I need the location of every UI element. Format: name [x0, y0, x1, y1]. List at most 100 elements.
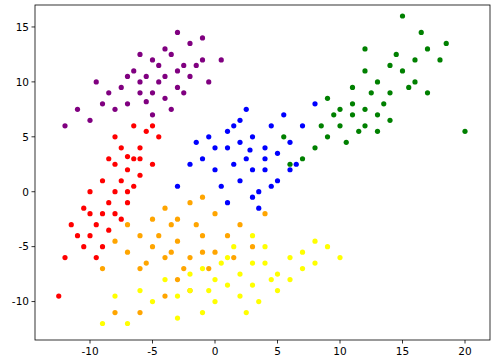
point	[81, 244, 86, 249]
point	[237, 293, 242, 298]
point	[137, 288, 142, 293]
point	[350, 112, 355, 117]
point	[262, 145, 267, 150]
y-tick-label: -5	[19, 240, 29, 252]
point	[112, 293, 117, 298]
point	[112, 134, 117, 139]
point	[206, 266, 211, 271]
point	[237, 222, 242, 227]
point	[350, 101, 355, 106]
point	[231, 244, 236, 249]
point	[444, 41, 449, 46]
point	[100, 266, 105, 271]
point	[119, 178, 124, 183]
point	[106, 156, 111, 161]
point	[200, 266, 205, 271]
point	[247, 147, 252, 152]
point	[150, 244, 155, 249]
point	[237, 140, 242, 145]
point	[275, 178, 280, 183]
point	[287, 140, 292, 145]
point	[81, 206, 86, 211]
point	[231, 255, 236, 260]
point	[56, 293, 61, 298]
point	[362, 68, 367, 73]
x-tick	[277, 340, 278, 344]
point	[100, 321, 105, 326]
point	[294, 162, 299, 167]
point	[175, 184, 180, 189]
y-tick-label: 0	[22, 186, 29, 198]
point	[206, 288, 211, 293]
point	[156, 134, 161, 139]
point	[69, 222, 74, 227]
point	[175, 30, 180, 35]
point	[100, 244, 105, 249]
point	[181, 266, 186, 271]
point	[275, 151, 280, 156]
point	[106, 90, 111, 95]
point	[125, 154, 130, 159]
point	[250, 261, 255, 266]
point	[137, 145, 142, 150]
point	[319, 123, 324, 128]
point	[400, 13, 405, 18]
point	[194, 140, 199, 145]
point	[275, 271, 280, 276]
point	[362, 123, 367, 128]
point	[62, 255, 67, 260]
point	[156, 233, 161, 238]
y-tick	[32, 246, 36, 247]
point	[287, 167, 292, 172]
point	[312, 145, 317, 150]
point	[175, 277, 180, 282]
point	[300, 266, 305, 271]
point	[312, 239, 317, 244]
point	[175, 239, 180, 244]
point	[125, 101, 130, 106]
point	[269, 123, 274, 128]
point	[144, 99, 149, 104]
frame	[35, 5, 490, 340]
point	[87, 233, 92, 238]
point	[406, 85, 411, 90]
point	[250, 195, 255, 200]
point	[119, 85, 124, 90]
point	[162, 96, 167, 101]
point	[262, 211, 267, 216]
point	[112, 310, 117, 315]
point	[137, 52, 142, 57]
point	[150, 217, 155, 222]
series	[62, 30, 223, 129]
point	[269, 184, 274, 189]
y-tick	[32, 136, 36, 137]
point	[194, 222, 199, 227]
point	[225, 200, 230, 205]
point	[225, 282, 230, 287]
point	[262, 261, 267, 266]
point	[75, 107, 80, 112]
point	[181, 90, 186, 95]
point	[231, 162, 236, 167]
point	[125, 189, 130, 194]
point	[250, 134, 255, 139]
point	[137, 173, 142, 178]
axes: -10-505101520-10-5051015	[12, 21, 472, 357]
point	[250, 233, 255, 238]
point	[375, 112, 380, 117]
point	[225, 233, 230, 238]
point	[112, 239, 117, 244]
point	[144, 74, 149, 79]
point	[87, 189, 92, 194]
point	[137, 310, 142, 315]
point	[212, 299, 217, 304]
point	[62, 123, 67, 128]
point	[394, 52, 399, 57]
point	[112, 189, 117, 194]
point	[169, 52, 174, 57]
point	[325, 96, 330, 101]
point	[325, 134, 330, 139]
point	[125, 222, 130, 227]
point	[175, 68, 180, 73]
series	[100, 233, 343, 326]
